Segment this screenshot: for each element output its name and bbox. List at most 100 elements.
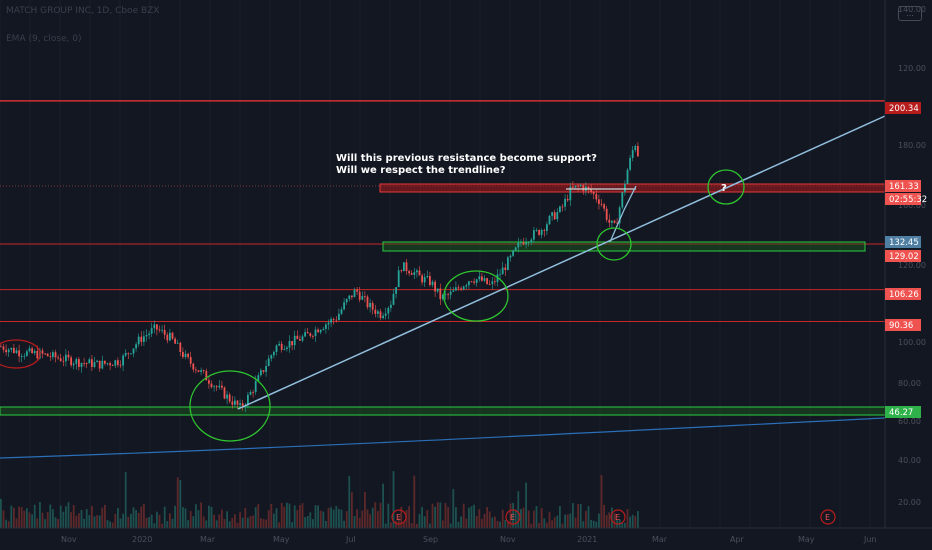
volume-bar xyxy=(13,507,15,528)
support-zone-lower[interactable] xyxy=(0,406,886,416)
volume-bar xyxy=(397,518,400,528)
highlight-circle-future[interactable] xyxy=(707,169,745,205)
candle-body xyxy=(70,357,72,366)
candle-body xyxy=(540,230,543,235)
time-tick-label: Mar xyxy=(200,535,216,544)
candle-body xyxy=(262,370,265,372)
volume-bar xyxy=(137,512,140,528)
candle-body xyxy=(637,146,639,157)
candle-body xyxy=(509,255,512,258)
volume-bar xyxy=(540,508,543,528)
candle-body xyxy=(465,285,468,287)
candle-body xyxy=(340,309,343,314)
candle-body xyxy=(335,319,338,321)
settings-button[interactable]: ... xyxy=(898,6,922,21)
trendline[interactable] xyxy=(237,115,886,410)
candle-body xyxy=(275,345,278,352)
candle-body xyxy=(231,401,234,405)
resistance-zone[interactable] xyxy=(379,183,886,193)
volume-bar xyxy=(423,516,426,528)
volume-bar xyxy=(36,518,39,528)
candle-body xyxy=(166,334,169,341)
drawings xyxy=(0,115,886,442)
price-tick-label: 160.00 xyxy=(898,201,926,210)
highlight-circle-bottom[interactable] xyxy=(189,370,271,442)
volume-bar xyxy=(455,507,457,528)
candle-body xyxy=(501,267,504,275)
symbol-title[interactable]: MATCH GROUP INC, 1D, Cboe BZX xyxy=(6,6,160,16)
volume-bar xyxy=(57,518,59,528)
volume-bar xyxy=(228,521,231,528)
candle-body xyxy=(387,307,390,314)
volume-bar xyxy=(117,508,119,528)
volume-bar xyxy=(192,516,195,528)
volume-bar xyxy=(85,509,88,528)
candle-body xyxy=(421,275,423,283)
time-tick-label: May xyxy=(273,535,290,544)
candle-body xyxy=(488,284,491,285)
price-label-resistance: 200.34 xyxy=(889,104,919,114)
candle-body xyxy=(561,206,564,208)
candle-body xyxy=(416,270,418,273)
volume-bar xyxy=(252,515,254,528)
volume-bar xyxy=(163,506,166,528)
volume-bar xyxy=(304,517,306,528)
volume-bar xyxy=(592,520,595,528)
price-tick-label: 40.00 xyxy=(898,456,921,465)
volume-bar xyxy=(330,507,332,528)
volume-bar xyxy=(111,522,114,528)
candle-body xyxy=(629,157,631,170)
candle-body xyxy=(137,336,140,345)
volume-bar xyxy=(574,517,577,528)
highlight-circle-mid[interactable] xyxy=(443,270,509,322)
candle-body xyxy=(358,291,361,300)
highlight-circle-left[interactable] xyxy=(0,339,41,369)
candle-body xyxy=(241,403,244,408)
volume-bar xyxy=(603,504,605,528)
indicator-legend[interactable]: EMA (9, close, 0) xyxy=(6,34,82,44)
volume-bar xyxy=(119,518,122,528)
volume-bar xyxy=(356,509,358,528)
candle-body xyxy=(314,329,317,337)
candle-body xyxy=(213,386,215,388)
volume-bar xyxy=(241,517,244,528)
candle-body xyxy=(111,365,114,367)
candle-body xyxy=(140,336,143,342)
volume-bar xyxy=(501,509,504,528)
candle-body xyxy=(551,212,553,216)
candle-body xyxy=(0,346,2,348)
price-label-box xyxy=(885,319,921,331)
volume-bar xyxy=(200,502,202,528)
volume-bar xyxy=(210,506,213,528)
candle-body xyxy=(322,328,325,330)
candle-body xyxy=(28,348,31,352)
volume-bar xyxy=(520,509,522,528)
candle-body xyxy=(88,359,91,364)
volume-bar xyxy=(553,517,556,528)
price-label-box xyxy=(885,406,921,418)
candle-body xyxy=(473,281,475,283)
price-label-last: 132.45 xyxy=(889,238,919,248)
highlight-circle-recent[interactable] xyxy=(596,227,632,261)
candle-body xyxy=(522,242,525,245)
time-tick-label: Mar xyxy=(652,535,668,544)
candle-body xyxy=(234,400,236,405)
wedge-lines[interactable] xyxy=(609,185,637,243)
volume-bar xyxy=(202,516,205,528)
volume-bar xyxy=(23,510,26,528)
volume-bar xyxy=(254,507,257,528)
volume-bar xyxy=(236,522,239,528)
volume-bar xyxy=(176,477,179,528)
volume-bar xyxy=(260,518,262,528)
support-zone-upper[interactable] xyxy=(382,241,866,252)
volume-bar xyxy=(161,523,163,528)
volume-bar xyxy=(384,523,387,528)
volume-bar xyxy=(533,510,535,528)
volume-bar xyxy=(169,513,171,528)
volume-bar xyxy=(78,513,80,528)
candle-body xyxy=(78,359,80,367)
candle-body xyxy=(418,270,421,276)
time-tick-label: Apr xyxy=(730,535,745,544)
volume-bar xyxy=(150,514,153,528)
